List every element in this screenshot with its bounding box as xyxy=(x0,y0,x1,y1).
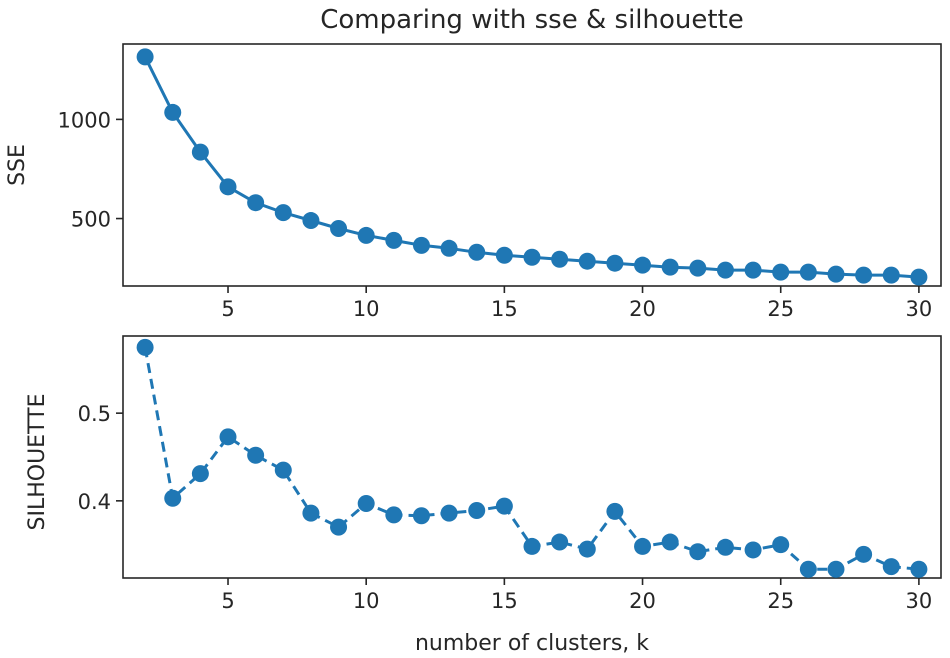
sse-y-tick-label: 500 xyxy=(71,208,111,232)
silhouette-y-tick-label: 0.5 xyxy=(78,402,111,426)
sse-point-k8 xyxy=(302,212,320,230)
sse-point-k24 xyxy=(744,261,762,279)
sse-x-tick-label: 5 xyxy=(221,297,234,321)
silhouette-point-k26 xyxy=(799,560,817,578)
sse-x-tick-label: 20 xyxy=(629,297,656,321)
sse-point-k12 xyxy=(412,236,430,254)
sse-x-tick-label: 25 xyxy=(767,297,794,321)
sse-point-k11 xyxy=(385,231,403,249)
silhouette-point-k10 xyxy=(357,494,375,512)
silhouette-point-k8 xyxy=(302,504,320,522)
sse-x-tick-label: 10 xyxy=(353,297,380,321)
sse-point-k7 xyxy=(274,204,292,222)
silhouette-point-k5 xyxy=(219,428,237,446)
silhouette-point-k29 xyxy=(882,558,900,576)
sse-point-k4 xyxy=(191,143,209,161)
silhouette-panel: 5 10 15 20 25 30 0.4 0.5 SILHOUETTE number of … xyxy=(25,335,942,656)
silhouette-point-k9 xyxy=(330,518,348,536)
sse-point-k14 xyxy=(468,243,486,261)
sse-plot-frame xyxy=(122,43,942,287)
silhouette-point-k17 xyxy=(551,533,569,551)
sse-point-k27 xyxy=(827,265,845,283)
silhouette-x-tick-label: 30 xyxy=(906,589,933,613)
sse-point-k19 xyxy=(606,254,624,272)
silhouette-x-tick-label: 25 xyxy=(767,589,794,613)
silhouette-point-k2 xyxy=(136,338,154,356)
sse-point-k16 xyxy=(523,248,541,266)
silhouette-point-k25 xyxy=(772,536,790,554)
silhouette-plot-frame xyxy=(122,335,942,579)
sse-point-k18 xyxy=(578,252,596,270)
silhouette-point-k23 xyxy=(716,538,734,556)
silhouette-x-axis: 5 10 15 20 25 30 xyxy=(221,578,932,613)
silhouette-point-k13 xyxy=(440,504,458,522)
sse-point-k20 xyxy=(634,256,652,274)
silhouette-y-tick-label: 0.4 xyxy=(78,490,111,514)
silhouette-x-tick-label: 5 xyxy=(221,589,234,613)
silhouette-point-k3 xyxy=(164,489,182,507)
sse-point-k28 xyxy=(855,266,873,284)
silhouette-x-tick-label: 10 xyxy=(353,589,380,613)
silhouette-y-axis: 0.4 0.5 xyxy=(78,402,123,514)
silhouette-point-k21 xyxy=(661,533,679,551)
silhouette-point-k6 xyxy=(247,446,265,464)
silhouette-point-k15 xyxy=(495,497,513,515)
sse-x-tick-label: 15 xyxy=(491,297,518,321)
silhouette-y-axis-label: SILHOUETTE xyxy=(25,394,50,531)
chart-title: Comparing with sse & silhouette xyxy=(320,5,744,35)
silhouette-point-k18 xyxy=(578,540,596,558)
silhouette-point-k7 xyxy=(274,461,292,479)
sse-point-k17 xyxy=(551,250,569,268)
silhouette-point-k28 xyxy=(855,545,873,563)
sse-point-k5 xyxy=(219,178,237,196)
sse-y-axis: 500 1000 xyxy=(58,108,123,232)
sse-point-k21 xyxy=(661,258,679,276)
sse-line xyxy=(143,56,920,279)
silhouette-point-k11 xyxy=(385,506,403,524)
sse-series xyxy=(136,48,928,286)
silhouette-point-k22 xyxy=(689,543,707,561)
silhouette-x-tick-label: 15 xyxy=(491,589,518,613)
silhouette-point-k24 xyxy=(744,541,762,559)
silhouette-point-k20 xyxy=(634,537,652,555)
silhouette-point-k12 xyxy=(412,507,430,525)
silhouette-point-k14 xyxy=(468,501,486,519)
sse-y-tick-label: 1000 xyxy=(58,108,111,132)
silhouette-point-k19 xyxy=(606,502,624,520)
silhouette-series xyxy=(136,338,928,578)
sse-point-k26 xyxy=(799,263,817,281)
sse-x-axis: 5 10 15 20 25 30 xyxy=(221,286,932,321)
sse-point-k30 xyxy=(910,268,928,286)
x-axis-label: number of clusters, k xyxy=(415,631,649,656)
sse-point-k9 xyxy=(330,219,348,237)
sse-point-k2 xyxy=(136,48,154,66)
silhouette-point-k30 xyxy=(910,560,928,578)
sse-y-axis-label: SSE xyxy=(5,144,30,186)
sse-point-k3 xyxy=(164,103,182,121)
sse-point-k25 xyxy=(772,263,790,281)
sse-point-k22 xyxy=(689,259,707,277)
sse-point-k6 xyxy=(247,194,265,212)
sse-point-k10 xyxy=(357,226,375,244)
silhouette-point-k4 xyxy=(191,465,209,483)
sse-point-k13 xyxy=(440,239,458,257)
sse-point-k15 xyxy=(495,246,513,264)
silhouette-point-k27 xyxy=(827,560,845,578)
sse-point-k29 xyxy=(882,266,900,284)
sse-point-k23 xyxy=(716,261,734,279)
sse-x-tick-label: 30 xyxy=(906,297,933,321)
sse-panel: 5 10 15 20 25 30 500 1000 SSE xyxy=(5,43,942,321)
silhouette-x-tick-label: 20 xyxy=(629,589,656,613)
silhouette-point-k16 xyxy=(523,537,541,555)
